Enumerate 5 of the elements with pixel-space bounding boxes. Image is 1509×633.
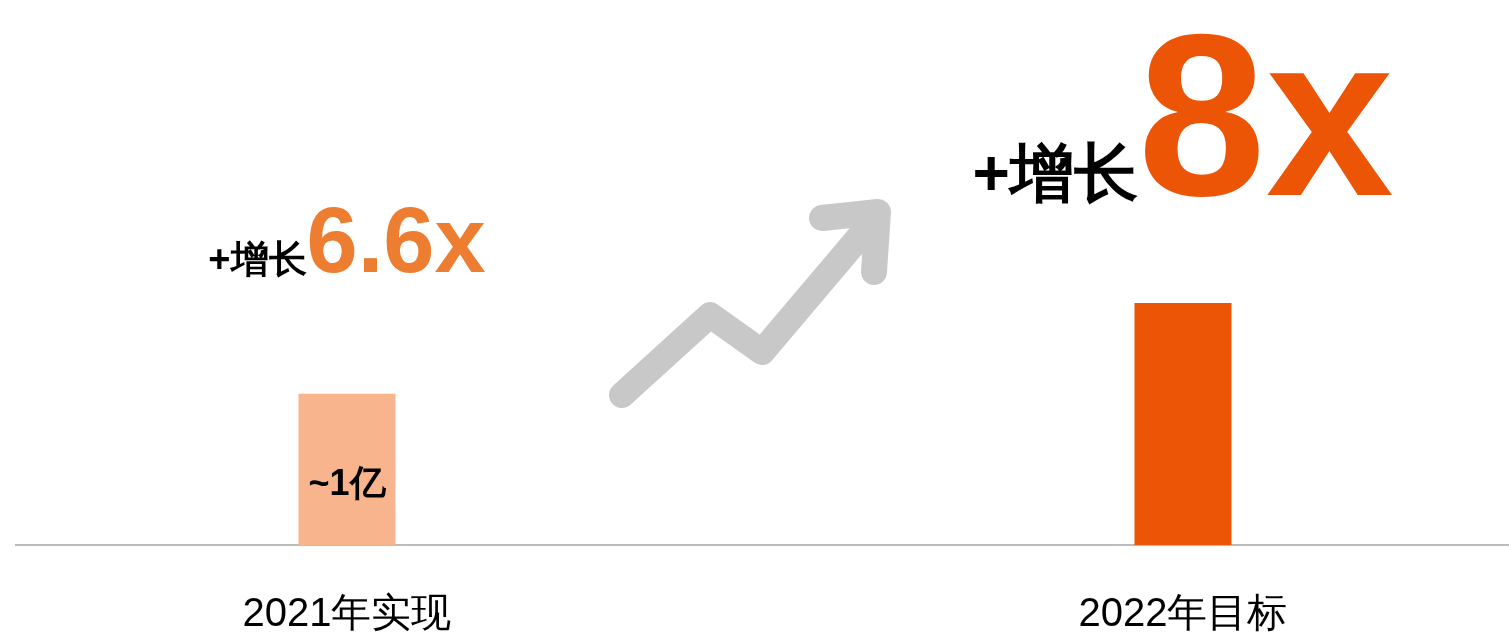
- x-tick-label: 2021年实现: [242, 590, 452, 633]
- text: +增长6.6x: [208, 189, 486, 291]
- data-label: ~1亿: [308, 462, 387, 503]
- text: +增长8x: [972, 0, 1394, 244]
- x-tick-label: 2022年目标: [1078, 590, 1288, 633]
